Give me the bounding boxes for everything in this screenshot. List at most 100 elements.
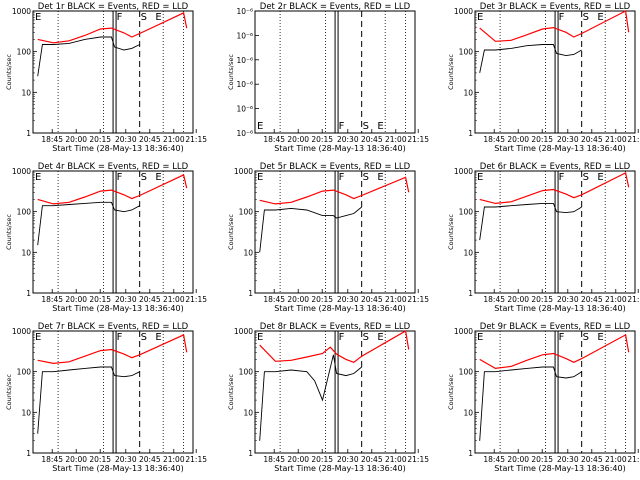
phase-marker-letter: F xyxy=(559,172,565,183)
events-series-line xyxy=(37,366,140,434)
x-tick-label: 18:45 xyxy=(263,135,285,144)
y-tick-label: 10⁻⁶ xyxy=(236,80,253,89)
events-series-line xyxy=(259,206,362,253)
phase-marker-letter: E xyxy=(377,332,383,343)
y-tick-label: 1 xyxy=(468,129,473,138)
y-tick-label: 1 xyxy=(468,289,473,298)
y-tick-label: 1000 xyxy=(234,327,253,336)
y-tick-label: 10 xyxy=(243,248,253,257)
x-tick-label: 20:45 xyxy=(581,455,603,464)
x-tick-label: 20:00 xyxy=(65,455,87,464)
y-tick-label: 1 xyxy=(248,449,253,458)
phase-marker-letter: E xyxy=(597,172,603,183)
y-axis-label: Counts/sec xyxy=(227,214,235,250)
x-tick-label: 20:15 xyxy=(531,295,553,304)
y-tick-label: 10 xyxy=(21,408,31,417)
panel-title: Det 5r BLACK = Events, RED = LLD xyxy=(260,162,411,172)
x-tick-label: 20:00 xyxy=(507,295,529,304)
phase-marker-letter: E xyxy=(35,172,41,183)
x-tick-label: 21:15 xyxy=(185,135,207,144)
x-tick-label: 20:00 xyxy=(65,135,87,144)
y-tick-label: 1000 xyxy=(454,167,473,176)
x-tick-label: 21:15 xyxy=(407,455,429,464)
x-tick-label: 20:15 xyxy=(89,135,111,144)
lld-series-line xyxy=(259,176,410,205)
x-tick-label: 20:30 xyxy=(337,135,359,144)
lld-series-line xyxy=(479,10,630,42)
x-axis-label: Start Time (28-May-13 18:36:40) xyxy=(494,144,625,153)
phase-marker-letter: E xyxy=(597,332,603,343)
x-tick-label: 20:15 xyxy=(89,295,111,304)
panel-title: Det 2r BLACK = Events, RED = LLD xyxy=(260,2,411,12)
x-tick-label: 20:30 xyxy=(115,135,137,144)
y-tick-label: 1 xyxy=(26,449,31,458)
x-tick-label: 21:15 xyxy=(407,135,429,144)
panel-title: Det 1r BLACK = Events, RED = LLD xyxy=(38,2,189,12)
phase-marker-letter: F xyxy=(559,12,565,23)
x-axis-label: Start Time (28-May-13 18:36:40) xyxy=(494,464,625,473)
x-tick-label: 18:45 xyxy=(483,455,505,464)
x-axis-label: Start Time (28-May-13 18:36:40) xyxy=(494,304,625,313)
x-tick-label: 20:15 xyxy=(311,135,333,144)
y-axis-label: Counts/sec xyxy=(5,374,13,410)
phase-marker-letter: E xyxy=(377,172,383,183)
y-tick-label: 100 xyxy=(459,48,474,57)
phase-marker-letter: E xyxy=(257,332,263,343)
y-tick-label: 1 xyxy=(26,129,31,138)
x-tick-label: 20:15 xyxy=(89,455,111,464)
x-tick-label: 21:00 xyxy=(385,455,407,464)
y-tick-label: 1000 xyxy=(234,167,253,176)
x-tick-label: 20:45 xyxy=(361,135,383,144)
phase-marker-letter: E xyxy=(257,172,263,183)
events-series-line xyxy=(259,354,362,441)
x-axis-label: Start Time (28-May-13 18:36:40) xyxy=(274,464,405,473)
phase-marker-letter: E xyxy=(35,12,41,23)
x-tick-label: 20:00 xyxy=(507,455,529,464)
y-axis-label: Counts/sec xyxy=(447,374,455,410)
phase-marker-letter: S xyxy=(363,121,369,132)
x-tick-label: 20:30 xyxy=(337,295,359,304)
x-tick-label: 21:00 xyxy=(163,295,185,304)
x-tick-label: 18:45 xyxy=(41,295,63,304)
phase-marker-letter: F xyxy=(117,172,123,183)
phase-marker-letter: E xyxy=(155,172,161,183)
x-tick-label: 18:45 xyxy=(41,135,63,144)
y-tick-label: 10⁻⁶ xyxy=(236,129,253,138)
x-tick-label: 20:30 xyxy=(557,295,579,304)
x-tick-label: 21:15 xyxy=(185,455,207,464)
lld-series-line xyxy=(37,334,188,365)
y-tick-label: 100 xyxy=(17,208,32,217)
detector-panel: Det 5r BLACK = Events, RED = LLD Counts/s… xyxy=(227,162,429,313)
x-tick-label: 21:00 xyxy=(605,295,627,304)
lld-series-line xyxy=(259,330,410,363)
x-tick-label: 21:00 xyxy=(605,135,627,144)
y-tick-label: 100 xyxy=(17,368,32,377)
panel-title: Det 7r BLACK = Events, RED = LLD xyxy=(38,322,189,332)
detector-panel: Det 4r BLACK = Events, RED = LLD Counts/s… xyxy=(5,162,207,313)
phase-marker-letter: S xyxy=(583,172,589,183)
panel-title: Det 9r BLACK = Events, RED = LLD xyxy=(480,322,631,332)
x-tick-label: 18:45 xyxy=(483,135,505,144)
phase-marker-letter: E xyxy=(35,332,41,343)
detector-panel: Det 7r BLACK = Events, RED = LLD Counts/s… xyxy=(5,322,207,473)
events-series-line xyxy=(37,36,140,77)
x-tick-label: 20:45 xyxy=(361,455,383,464)
x-tick-label: 21:00 xyxy=(163,135,185,144)
y-tick-label: 100 xyxy=(459,368,474,377)
y-tick-label: 1 xyxy=(468,449,473,458)
x-tick-label: 18:45 xyxy=(263,295,285,304)
x-tick-label: 21:15 xyxy=(407,295,429,304)
y-tick-label: 10 xyxy=(21,88,31,97)
y-tick-label: 1000 xyxy=(12,327,31,336)
x-tick-label: 21:15 xyxy=(627,455,640,464)
phase-marker-letter: F xyxy=(117,12,123,23)
y-tick-label: 10 xyxy=(463,248,473,257)
y-tick-label: 1000 xyxy=(454,7,473,16)
detector-panel: Det 6r BLACK = Events, RED = LLD Counts/s… xyxy=(447,162,640,313)
x-axis-label: Start Time (28-May-13 18:36:40) xyxy=(274,304,405,313)
phase-marker-letter: E xyxy=(155,12,161,23)
phase-marker-letter: S xyxy=(583,12,589,23)
phase-marker-letter: S xyxy=(141,332,147,343)
x-tick-label: 20:15 xyxy=(531,135,553,144)
